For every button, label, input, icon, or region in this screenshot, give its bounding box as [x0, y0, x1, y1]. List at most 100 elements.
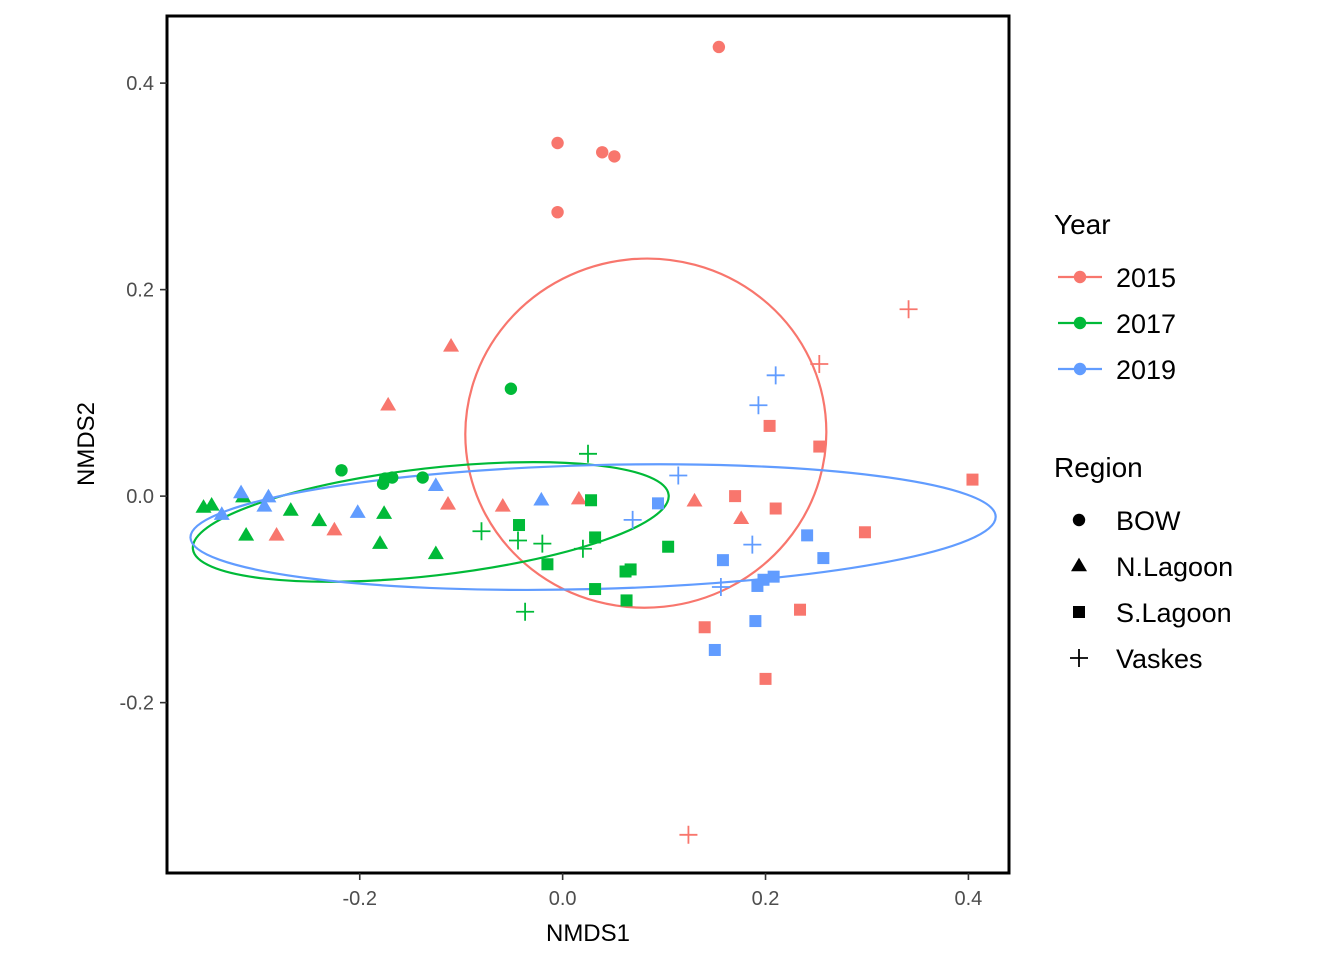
data-point-2017-vaskes [509, 531, 528, 550]
data-point-2019-n-lagoon [427, 477, 444, 492]
data-point-2015-vaskes [679, 825, 698, 844]
data-point-2015-n-lagoon [570, 490, 587, 505]
legend-year-title: Year [1054, 209, 1111, 240]
x-tick-label: 0.4 [955, 888, 983, 910]
data-point-2019-s-lagoon [708, 643, 721, 656]
legend-region-item-n-lagoon: N.Lagoon [1071, 552, 1233, 582]
y-tick-label: 0.2 [126, 280, 154, 302]
data-point-2015-vaskes [899, 300, 918, 319]
data-point-2015-s-lagoon [769, 502, 782, 515]
data-point-2019-vaskes [669, 466, 688, 485]
legend-region-title: Region [1054, 452, 1143, 483]
y-axis-title: NMDS2 [73, 402, 100, 486]
data-point-2017-vaskes [573, 539, 592, 558]
legend-shape-square [1073, 606, 1085, 618]
ellipse-2017 [191, 461, 670, 583]
y-tick-label: -0.2 [120, 693, 154, 715]
data-point-2017-s-lagoon [620, 594, 633, 607]
data-point-2015-n-lagoon [494, 498, 511, 512]
legend-shape-circle [1072, 513, 1086, 527]
data-point-2015-n-lagoon [380, 396, 397, 411]
data-point-2019-vaskes [749, 396, 768, 415]
data-point-2015-bow [608, 150, 621, 163]
data-point-2017-bow [376, 477, 390, 490]
data-point-2015-n-lagoon [440, 495, 457, 510]
legend-region-label: Vaskes [1116, 644, 1203, 674]
data-point-2019-s-lagoon [801, 529, 814, 542]
data-point-2017-s-lagoon [541, 558, 554, 571]
data-point-2017-n-lagoon [427, 545, 444, 560]
data-point-2015-s-lagoon [763, 419, 776, 432]
data-point-2015-s-lagoon [759, 672, 772, 685]
data-point-2019-vaskes [623, 510, 642, 529]
data-point-2017-n-lagoon [203, 497, 220, 511]
data-point-2019-s-lagoon [749, 615, 762, 628]
y-axis: -0.2 0.0 0.2 0.4 [120, 73, 167, 715]
data-point-2017-s-lagoon [662, 540, 675, 553]
data-point-2017-s-lagoon [589, 583, 602, 596]
x-tick-label: -0.2 [343, 888, 377, 910]
panel-border [165, 14, 1011, 875]
x-axis: -0.2 0.0 0.2 0.4 [343, 873, 983, 910]
data-point-2015-n-lagoon [733, 510, 750, 525]
data-point-2019-s-lagoon [716, 554, 729, 567]
data-point-2017-n-lagoon [311, 512, 328, 527]
legend-circle [1073, 362, 1087, 376]
data-point-2017-bow [386, 471, 399, 484]
legend-region-label: N.Lagoon [1116, 552, 1233, 582]
plot-panel [167, 16, 1009, 873]
x-tick-label: 0.0 [549, 888, 577, 910]
data-point-2015-n-lagoon [443, 338, 460, 352]
x-tick-label: 0.2 [752, 888, 780, 910]
data-point-2019-n-lagoon [233, 484, 250, 499]
legend-year: Year 2015 2017 2019 [1054, 209, 1176, 385]
data-point-2015-s-lagoon [813, 440, 826, 453]
data-point-2017-n-lagoon [238, 526, 255, 541]
legend-region-item-bow: BOW [1072, 506, 1181, 536]
data-point-2019-n-lagoon [349, 504, 366, 518]
data-point-2015-bow [551, 136, 564, 150]
data-point-2019-n-lagoon [256, 498, 273, 512]
data-point-2015-n-lagoon [326, 521, 343, 536]
data-point-2019-vaskes [743, 535, 762, 554]
data-points [195, 40, 979, 844]
data-point-2015-n-lagoon [686, 492, 703, 507]
data-point-2017-n-lagoon [376, 505, 393, 519]
legend-year-label: 2019 [1116, 355, 1176, 385]
data-point-2017-bow [416, 471, 429, 484]
data-point-2017-bow [335, 464, 348, 477]
data-point-2015-bow [551, 205, 564, 219]
legend-year-item-2019: 2019 [1058, 355, 1176, 385]
confidence-ellipses [189, 257, 997, 609]
data-point-2015-s-lagoon [729, 490, 742, 503]
legend-circle [1073, 270, 1087, 284]
data-point-2017-n-lagoon [282, 502, 299, 516]
legend-region-label: S.Lagoon [1116, 598, 1232, 628]
data-point-2015-bow [712, 40, 726, 54]
data-point-2017-vaskes [533, 534, 552, 553]
data-point-2017-bow [504, 382, 518, 395]
data-point-2015-bow [596, 146, 609, 159]
data-point-2019-n-lagoon [533, 491, 550, 506]
x-axis-title: NMDS1 [546, 920, 630, 947]
legend-region-label: BOW [1116, 506, 1181, 536]
data-point-2019-n-lagoon [213, 506, 230, 520]
legend-year-label: 2015 [1116, 263, 1176, 293]
data-point-2019-vaskes [766, 366, 785, 385]
y-tick-label: 0.4 [126, 73, 154, 95]
y-tick-label: 0.0 [126, 486, 154, 508]
data-point-2019-s-lagoon [767, 570, 780, 583]
data-point-2017-vaskes [579, 444, 597, 463]
data-point-2015-vaskes [810, 354, 829, 373]
data-point-2017-s-lagoon [589, 531, 602, 544]
data-point-2019-vaskes [711, 577, 730, 596]
data-point-2017-s-lagoon [513, 519, 526, 532]
data-point-2019-s-lagoon [751, 579, 764, 592]
ellipse-2015 [464, 257, 828, 609]
data-point-2019-s-lagoon [817, 552, 830, 565]
data-point-2017-vaskes [516, 602, 535, 621]
legend-region-item-vaskes: Vaskes [1070, 644, 1203, 674]
legend-shape-plus [1070, 649, 1088, 667]
data-point-2015-n-lagoon [268, 526, 285, 541]
